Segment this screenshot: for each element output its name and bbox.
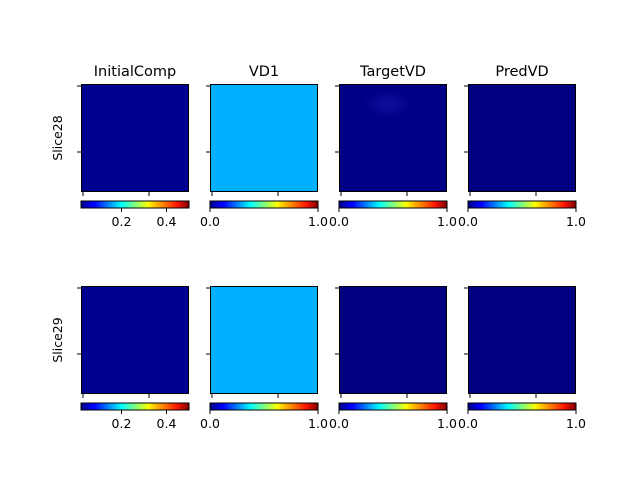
colorbar-tick-label: 1.0: [437, 214, 457, 229]
colorbar-slice28-vd1: [209, 200, 319, 209]
heatmap-panel-slice29-predvd: [468, 286, 576, 394]
colorbar-tick-label: 0.4: [157, 214, 177, 229]
column-title-vd1: VD1: [249, 64, 279, 80]
heatmap-panel-slice28-initialcomp: [81, 84, 189, 192]
colorbar-tick-label: 1.0: [308, 214, 328, 229]
colorbar-slice28-targetvd: [338, 200, 448, 209]
heatmap-panel-slice29-vd1: [210, 286, 318, 394]
colorbar-tick-label: 0.0: [200, 416, 220, 431]
panel-frame: [81, 84, 189, 192]
row-label-slice28: Slice28: [50, 115, 65, 160]
colorbar-slice29-initialcomp: [80, 402, 190, 411]
colorbar-slice29-targetvd: [338, 402, 448, 411]
colorbar-tick-label: 0.0: [458, 214, 478, 229]
panel-frame: [210, 286, 318, 394]
panels-layer: InitialComp VD1 TargetVD PredVD Slice28 Slice…: [50, 64, 586, 431]
colorbar-slice29-predvd: [467, 402, 577, 411]
heatmap-panel-slice28-vd1: [210, 84, 318, 192]
panel-frame: [468, 84, 576, 192]
column-title-predvd: PredVD: [495, 64, 548, 80]
colorbar-tick-label: 0.0: [329, 214, 349, 229]
colorbar-slice28-initialcomp: [80, 200, 190, 209]
colorbar-slice28-predvd: [467, 200, 577, 209]
heatmap-feature: [363, 90, 411, 118]
panel-frame: [468, 286, 576, 394]
colorbar-tick-label: 1.0: [308, 416, 328, 431]
column-title-targetvd: TargetVD: [359, 64, 426, 80]
panel-frame: [81, 286, 189, 394]
colorbar-tick-label: 1.0: [566, 416, 586, 431]
colorbar-tick-label: 0.0: [329, 416, 349, 431]
colorbar-tick-label: 0.4: [157, 416, 177, 431]
panel-frame: [210, 84, 318, 192]
heatmap-panel-slice28-predvd: [468, 84, 576, 192]
colorbar-tick-label: 0.2: [112, 416, 132, 431]
panel-frame: [339, 286, 447, 394]
heatmap-panel-slice29-initialcomp: [81, 286, 189, 394]
colorbar-tick-label: 0.0: [458, 416, 478, 431]
panel-frame: [339, 84, 447, 192]
colorbar-slice29-vd1: [209, 402, 319, 411]
colorbar-tick-label: 0.0: [200, 214, 220, 229]
colorbar-tick-label: 1.0: [437, 416, 457, 431]
colorbar-tick-label: 1.0: [566, 214, 586, 229]
row-label-slice29: Slice29: [50, 317, 65, 362]
colorbar-tick-label: 0.2: [112, 214, 132, 229]
heatmap-panel-slice29-targetvd: [339, 286, 447, 394]
column-title-initialcomp: InitialComp: [94, 64, 176, 80]
